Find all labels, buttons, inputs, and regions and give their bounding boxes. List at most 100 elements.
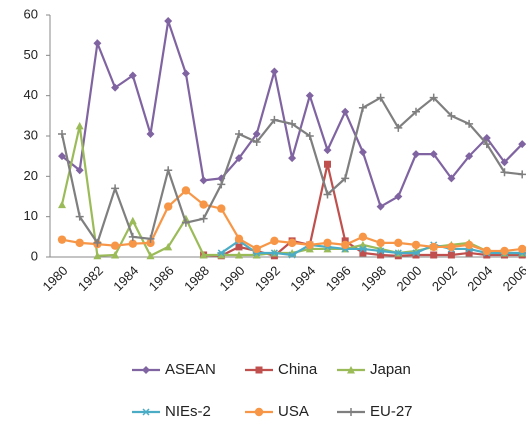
marker — [429, 150, 438, 159]
x-tick-label: 1982 — [75, 263, 106, 294]
marker — [270, 115, 279, 124]
marker — [57, 235, 67, 244]
marker — [255, 366, 263, 374]
marker — [500, 246, 509, 256]
marker — [323, 146, 332, 155]
marker — [518, 244, 526, 254]
y-tick-label: 20 — [24, 168, 38, 183]
marker — [412, 251, 420, 259]
marker — [394, 249, 403, 257]
marker — [447, 174, 456, 183]
marker — [465, 119, 474, 128]
marker — [376, 202, 385, 211]
x-tick-label: 1988 — [181, 263, 212, 294]
marker — [217, 250, 226, 259]
marker — [518, 170, 526, 179]
series — [58, 17, 526, 211]
marker — [411, 240, 421, 250]
marker — [252, 129, 261, 138]
marker — [270, 249, 279, 257]
x-tick-label: 1998 — [358, 263, 389, 294]
marker — [75, 166, 84, 175]
legend-entry: ASEAN — [132, 361, 216, 378]
marker — [235, 250, 243, 259]
marker — [128, 216, 137, 225]
marker — [482, 134, 491, 143]
marker — [377, 251, 385, 259]
marker — [376, 247, 385, 255]
marker — [412, 107, 420, 116]
marker — [199, 200, 208, 209]
series — [57, 186, 526, 256]
marker — [181, 186, 191, 195]
marker — [324, 160, 331, 168]
y-tick-label: 0 — [31, 248, 38, 263]
y-tick-label: 50 — [24, 47, 38, 62]
marker — [288, 154, 297, 163]
marker — [199, 250, 208, 259]
marker — [93, 39, 102, 48]
marker — [305, 240, 314, 250]
x-tick-label: 2000 — [393, 263, 424, 294]
marker — [447, 111, 456, 120]
marker — [164, 242, 173, 251]
marker — [347, 366, 355, 374]
x-tick-label: 2002 — [429, 263, 460, 294]
marker — [111, 250, 120, 259]
legend-label: USA — [278, 403, 309, 420]
marker — [146, 234, 155, 243]
marker — [252, 138, 261, 147]
marker — [482, 140, 491, 149]
marker — [217, 204, 226, 213]
marker — [288, 119, 297, 128]
marker — [111, 83, 120, 92]
marker — [482, 246, 491, 256]
marker — [359, 249, 367, 257]
x-tick-label: 1996 — [323, 263, 354, 294]
y-tick-label: 10 — [24, 208, 38, 223]
marker — [305, 91, 314, 100]
marker — [235, 154, 243, 163]
legend-entry: USA — [245, 403, 309, 420]
y-tick-label: 30 — [24, 127, 38, 142]
marker — [447, 251, 455, 259]
marker — [270, 67, 279, 76]
marker — [58, 200, 66, 209]
marker — [412, 150, 420, 159]
legend-entry: NIEs-2 — [132, 403, 211, 420]
x-tick-label: 1984 — [110, 263, 141, 294]
legend-label: EU-27 — [370, 403, 413, 420]
marker — [235, 129, 243, 138]
marker — [142, 366, 150, 374]
marker — [323, 190, 332, 199]
marker — [430, 251, 438, 259]
marker — [341, 174, 350, 183]
marker — [146, 251, 155, 260]
x-tick-label: 1986 — [146, 263, 177, 294]
legend-label: China — [278, 361, 318, 378]
legend-label: Japan — [370, 361, 411, 378]
marker — [164, 17, 173, 26]
legend-entry: Japan — [337, 361, 411, 378]
marker — [110, 241, 120, 250]
marker — [58, 129, 66, 138]
marker — [181, 218, 190, 227]
series — [58, 93, 526, 247]
marker — [394, 123, 403, 132]
marker — [254, 407, 264, 417]
marker — [58, 152, 66, 161]
marker — [358, 148, 367, 157]
marker — [217, 180, 226, 189]
marker — [464, 240, 474, 250]
marker — [111, 184, 120, 193]
marker — [465, 152, 474, 161]
marker — [75, 238, 84, 248]
marker — [252, 250, 261, 259]
marker — [376, 93, 385, 102]
x-tick-label: 2006 — [500, 263, 526, 294]
marker — [429, 242, 438, 252]
marker — [164, 166, 173, 175]
marker — [75, 212, 84, 221]
legend-label: ASEAN — [165, 361, 216, 378]
